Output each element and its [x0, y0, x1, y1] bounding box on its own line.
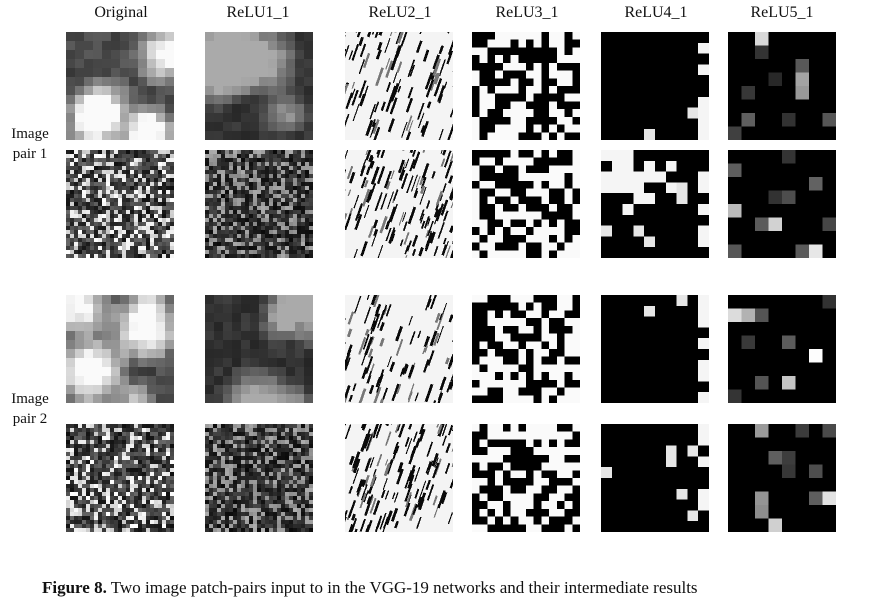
feature-image-relu5-1 — [728, 32, 836, 140]
feature-tile-row3-original — [66, 295, 174, 403]
figure-caption-label: Figure 8. — [42, 578, 107, 597]
feature-image-original — [66, 32, 174, 140]
feature-tile-row1-relu1-1 — [205, 32, 313, 140]
feature-tile-row3-relu1-1 — [205, 295, 313, 403]
row-label-pair-1-line1: Image — [11, 126, 49, 142]
feature-tile-row4-original — [66, 424, 174, 532]
row-label-pair-2-line1: Image — [11, 391, 49, 407]
row-label-pair-1: Image pair 1 — [4, 124, 56, 164]
feature-tile-row1-relu2-1 — [345, 32, 453, 140]
feature-tile-row2-relu1-1 — [205, 150, 313, 258]
column-header-relu5-1: ReLU5_1 — [750, 4, 814, 21]
feature-image-relu3-1 — [472, 295, 580, 403]
feature-tile-row1-original — [66, 32, 174, 140]
row-label-pair-1-line2: pair 1 — [12, 146, 48, 162]
feature-tile-row4-relu1-1 — [205, 424, 313, 532]
feature-tile-row1-relu3-1 — [472, 32, 580, 140]
feature-image-relu1-1 — [205, 424, 313, 532]
feature-image-relu4-1 — [601, 32, 709, 140]
column-header-relu2-1: ReLU2_1 — [368, 4, 432, 21]
column-header-relu4-1: ReLU4_1 — [624, 4, 688, 21]
feature-tile-row1-relu5-1 — [728, 32, 836, 140]
feature-tile-row3-relu4-1 — [601, 295, 709, 403]
feature-image-relu1-1 — [205, 150, 313, 258]
feature-image-relu2-1 — [345, 424, 453, 532]
feature-image-original — [66, 295, 174, 403]
column-header-relu1-1: ReLU1_1 — [226, 4, 290, 21]
feature-tile-row4-relu4-1 — [601, 424, 709, 532]
feature-image-original — [66, 150, 174, 258]
feature-image-relu5-1 — [728, 424, 836, 532]
feature-tile-row3-relu3-1 — [472, 295, 580, 403]
feature-tile-row4-relu3-1 — [472, 424, 580, 532]
column-header-relu3-1: ReLU3_1 — [495, 4, 559, 21]
feature-image-relu4-1 — [601, 150, 709, 258]
feature-tile-row2-relu4-1 — [601, 150, 709, 258]
figure-caption: Figure 8. Two image patch-pairs input to… — [42, 578, 698, 598]
row-label-pair-2-line2: pair 2 — [12, 411, 48, 427]
feature-image-relu1-1 — [205, 32, 313, 140]
feature-image-relu5-1 — [728, 295, 836, 403]
feature-image-relu2-1 — [345, 150, 453, 258]
feature-image-relu2-1 — [345, 295, 453, 403]
column-header-original: Original — [94, 4, 148, 21]
feature-tile-row3-relu2-1 — [345, 295, 453, 403]
feature-tile-row2-relu5-1 — [728, 150, 836, 258]
feature-image-relu4-1 — [601, 295, 709, 403]
feature-image-relu3-1 — [472, 150, 580, 258]
feature-tile-row2-relu3-1 — [472, 150, 580, 258]
row-label-pair-2: Image pair 2 — [4, 389, 56, 429]
feature-image-original — [66, 424, 174, 532]
feature-tile-row2-relu2-1 — [345, 150, 453, 258]
feature-image-relu3-1 — [472, 424, 580, 532]
feature-image-relu5-1 — [728, 150, 836, 258]
feature-image-relu3-1 — [472, 32, 580, 140]
feature-image-relu4-1 — [601, 424, 709, 532]
feature-tile-row2-original — [66, 150, 174, 258]
feature-tile-row4-relu2-1 — [345, 424, 453, 532]
feature-tile-row4-relu5-1 — [728, 424, 836, 532]
feature-tile-row1-relu4-1 — [601, 32, 709, 140]
feature-tile-row3-relu5-1 — [728, 295, 836, 403]
figure-caption-text: Two image patch-pairs input to in the VG… — [106, 578, 698, 597]
feature-image-relu1-1 — [205, 295, 313, 403]
feature-image-relu2-1 — [345, 32, 453, 140]
